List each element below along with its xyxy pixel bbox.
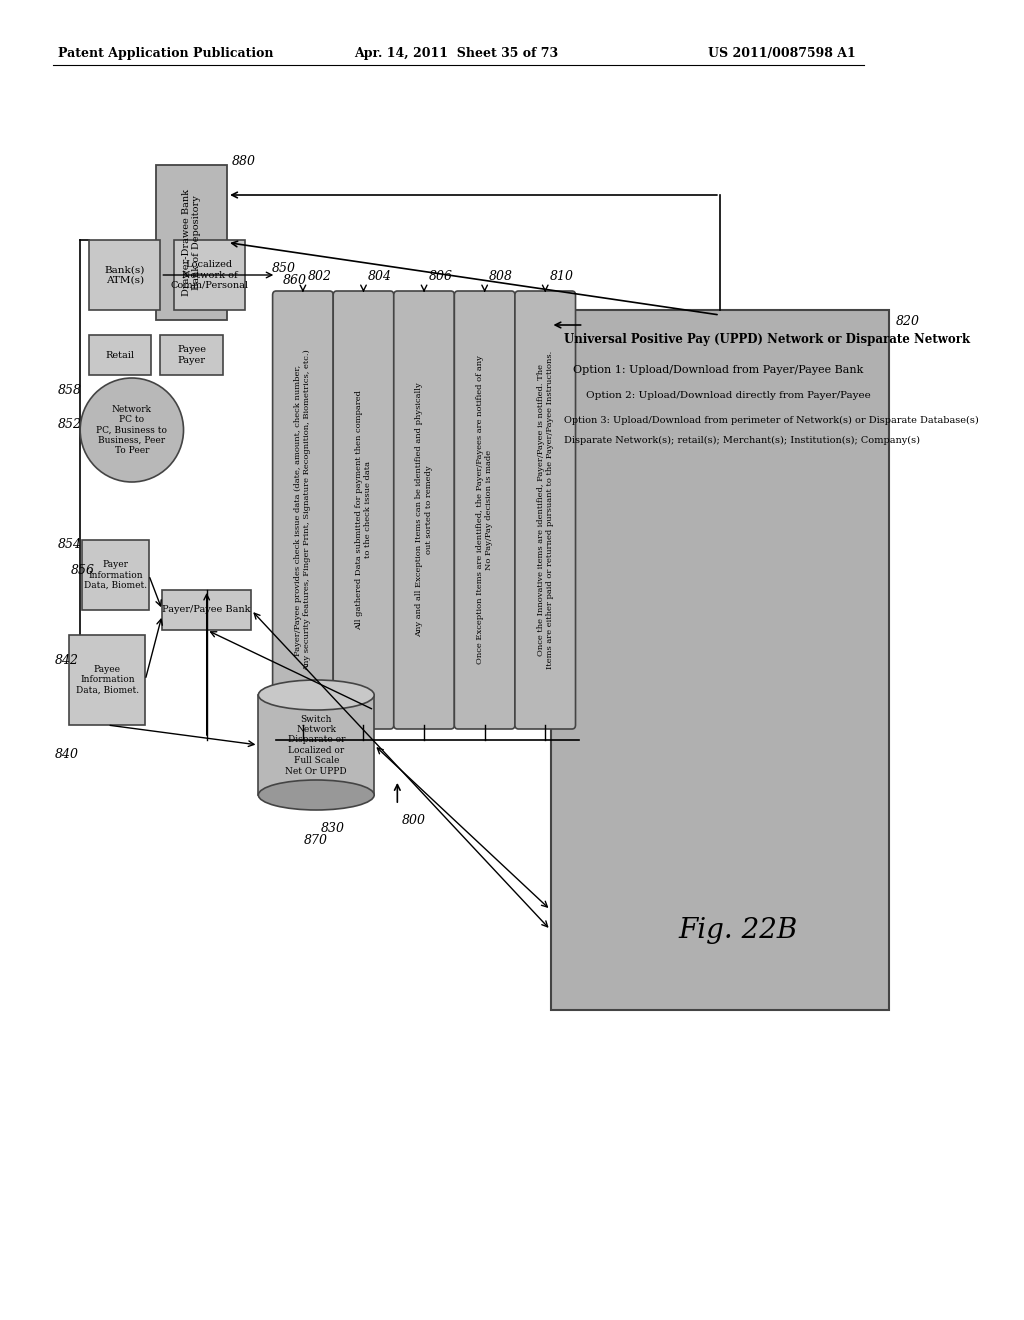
Text: Payee
Information
Data, Biomet.: Payee Information Data, Biomet. [76,665,139,694]
Text: Option 1: Upload/Download from Payer/Payee Bank: Option 1: Upload/Download from Payer/Pay… [572,366,863,375]
Text: 854: 854 [58,539,82,552]
Bar [551,310,889,1010]
Bar [70,635,145,725]
Text: Patent Application Publication: Patent Application Publication [58,46,273,59]
Text: 806: 806 [428,271,453,284]
Text: 810: 810 [550,271,573,284]
Text: 804: 804 [368,271,392,284]
Text: Bank(s)
ATM(s): Bank(s) ATM(s) [104,265,145,285]
FancyBboxPatch shape [272,290,333,729]
Bar [174,240,245,310]
Bar [161,335,223,375]
Text: Drawer-Drawee Bank
Bank of Depository: Drawer-Drawee Bank Bank of Depository [182,189,202,296]
Text: Payer/Payee Bank: Payer/Payee Bank [163,606,251,615]
Text: Once Exception Items are identified, the Payer/Payees are notified of any
No Pay: Once Exception Items are identified, the… [476,355,494,664]
Ellipse shape [258,680,374,710]
Bar [258,696,374,795]
Text: Network
PC to
PC, Business to
Business, Peer
To Peer: Network PC to PC, Business to Business, … [96,405,167,455]
Text: Apr. 14, 2011  Sheet 35 of 73: Apr. 14, 2011 Sheet 35 of 73 [354,46,558,59]
FancyBboxPatch shape [394,290,455,729]
Text: Option 3: Upload/Download from perimeter of Network(s) or Disparate Database(s): Option 3: Upload/Download from perimeter… [564,416,979,425]
Bar [82,540,148,610]
Ellipse shape [258,780,374,810]
Text: 870: 870 [304,833,329,846]
Text: Disparate Network(s); retail(s); Merchant(s); Institution(s); Company(s): Disparate Network(s); retail(s); Merchan… [564,436,920,445]
Bar [89,335,152,375]
Text: Payer/Payee provides check issue data (date, amount, check number,
Any security : Payer/Payee provides check issue data (d… [294,348,311,671]
Text: Once the Innovative items are identified, Payer/Payee is notified. The
Items are: Once the Innovative items are identified… [537,351,554,669]
Text: 820: 820 [896,315,921,327]
Ellipse shape [80,378,183,482]
Bar [162,590,251,630]
Text: Payee
Payer: Payee Payer [177,346,206,364]
Text: Fig. 22B: Fig. 22B [678,916,798,944]
Text: 860: 860 [284,273,307,286]
Text: US 2011/0087598 A1: US 2011/0087598 A1 [708,46,855,59]
Text: 808: 808 [489,271,513,284]
Bar [156,165,227,319]
Text: 856: 856 [72,564,95,577]
Text: 850: 850 [271,261,296,275]
FancyBboxPatch shape [455,290,515,729]
FancyBboxPatch shape [515,290,575,729]
Bar [89,240,161,310]
Text: 880: 880 [231,154,256,168]
Text: 840: 840 [55,748,79,762]
Text: Any and all Exception Items can be identified and physically
out sorted to remed: Any and all Exception Items can be ident… [416,383,433,638]
Text: Universal Positive Pay (UPPD) Network or Disparate Network: Universal Positive Pay (UPPD) Network or… [564,334,970,346]
Text: All gathered Data submitted for payment then compared
to the check issue data: All gathered Data submitted for payment … [355,389,372,630]
Text: Localized
Network of
Comm/Personal: Localized Network of Comm/Personal [170,260,249,290]
Text: Option 2: Upload/Download directly from Payer/Payee: Option 2: Upload/Download directly from … [586,391,871,400]
Text: Payer
Information
Data, Biomet.: Payer Information Data, Biomet. [84,560,146,590]
FancyBboxPatch shape [333,290,394,729]
Text: 842: 842 [55,653,79,667]
Text: 858: 858 [58,384,82,396]
Text: Switch
Network
Disparate or
Localized or
Full Scale
Net Or UPPD: Switch Network Disparate or Localized or… [286,714,347,776]
Text: 802: 802 [307,271,332,284]
Text: 830: 830 [321,821,345,834]
Text: Retail: Retail [105,351,135,359]
Text: 800: 800 [401,813,426,826]
Text: 852: 852 [58,418,82,432]
